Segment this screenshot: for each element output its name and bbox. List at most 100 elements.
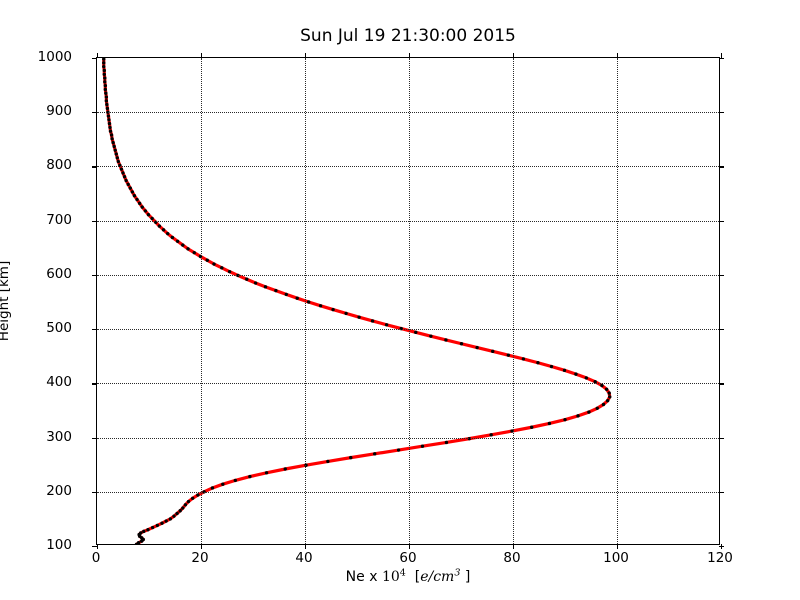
data-point-marker	[429, 334, 433, 338]
gridline-vertical	[513, 58, 514, 544]
data-point-marker	[357, 315, 361, 319]
data-point-marker	[170, 235, 175, 240]
x-axis-tick	[513, 53, 515, 58]
data-point-marker	[536, 361, 540, 365]
y-axis-tick	[92, 112, 97, 114]
y-axis-tick	[719, 58, 724, 60]
y-axis-tick-label: 600	[46, 265, 72, 282]
gridline-horizontal	[97, 437, 719, 439]
data-point-marker	[396, 448, 401, 452]
x-axis-tick-label: 40	[295, 550, 313, 566]
data-point-marker	[150, 525, 155, 530]
data-point-marker	[104, 91, 108, 95]
data-point-marker	[384, 323, 389, 327]
data-point-marker	[190, 496, 195, 500]
data-point-marker	[175, 511, 179, 516]
data-point-marker	[530, 425, 534, 429]
x-axis-tick-label: 0	[91, 550, 101, 566]
data-point-marker	[595, 406, 599, 410]
data-point-marker	[253, 281, 258, 285]
x-axis-tick	[721, 53, 723, 58]
data-point-marker	[274, 288, 278, 293]
data-point-marker	[196, 493, 200, 497]
data-point-marker	[102, 58, 106, 61]
data-point-marker	[143, 209, 148, 213]
y-axis-tick	[719, 112, 724, 114]
x-axis-tick	[617, 53, 619, 58]
page-title: Sun Jul 19 21:30:00 2015	[300, 26, 516, 46]
data-point-marker	[102, 72, 106, 76]
data-point-marker	[175, 239, 180, 243]
y-axis-tick	[719, 166, 724, 168]
gridline-vertical	[305, 58, 306, 544]
data-point-marker	[181, 506, 185, 510]
y-axis-tick-label: 500	[46, 320, 72, 337]
data-point-marker	[264, 471, 269, 475]
data-point-marker	[370, 319, 375, 323]
data-point-marker	[126, 182, 130, 187]
x-axis-tick	[617, 544, 619, 549]
x-axis-unit-close: ]	[464, 569, 471, 585]
data-point-marker	[140, 205, 144, 209]
data-point-marker	[102, 68, 106, 73]
data-point-marker	[108, 125, 112, 130]
gridline-horizontal	[97, 112, 719, 114]
data-point-marker	[137, 201, 142, 206]
data-point-marker	[318, 304, 323, 308]
data-point-marker	[263, 285, 268, 289]
data-point-marker	[155, 523, 160, 528]
x-axis-tick	[97, 544, 99, 549]
y-axis-tick	[719, 491, 724, 493]
y-axis-tick	[92, 546, 97, 548]
data-point-marker	[349, 455, 353, 460]
x-axis-tick	[97, 53, 99, 58]
data-point-marker	[186, 247, 190, 251]
x-axis-tick-label: 60	[399, 550, 417, 566]
y-axis-tick	[92, 274, 97, 277]
data-point-marker	[103, 76, 107, 80]
data-point-marker	[181, 243, 185, 247]
x-axis-tick	[721, 544, 723, 549]
x-axis-title-base: 10	[381, 569, 400, 585]
data-point-marker	[605, 398, 610, 403]
y-axis-tick-label: 100	[46, 537, 72, 553]
data-point-marker	[186, 499, 191, 504]
x-axis-tick-label: 100	[603, 550, 629, 566]
data-point-marker	[168, 517, 173, 521]
data-point-marker	[108, 129, 113, 133]
y-axis-tick	[719, 383, 724, 385]
data-point-marker	[172, 514, 176, 518]
data-point-marker	[113, 148, 117, 152]
data-point-marker	[160, 521, 164, 525]
y-axis-tick-label: 700	[46, 211, 72, 228]
data-point-marker	[102, 61, 106, 65]
x-axis-tick	[305, 53, 307, 58]
data-point-marker	[103, 83, 108, 88]
data-point-marker	[146, 528, 150, 532]
y-axis-tick	[719, 220, 724, 222]
data-point-marker	[584, 376, 589, 380]
data-point-marker	[130, 190, 135, 194]
data-point-marker	[444, 338, 448, 342]
x-axis-unit-exponent: 3	[454, 567, 461, 579]
y-axis-tick	[92, 491, 97, 493]
data-point-marker	[136, 541, 141, 544]
data-point-marker	[563, 417, 567, 422]
y-axis-tick	[92, 329, 97, 331]
data-point-marker	[103, 87, 108, 92]
data-point-marker	[547, 421, 552, 426]
data-point-marker	[109, 133, 114, 137]
data-point-marker	[510, 429, 514, 433]
data-point-marker	[491, 349, 495, 354]
data-point-marker	[102, 64, 106, 69]
x-axis-tick	[409, 53, 411, 58]
x-axis-tick-label: 20	[191, 550, 209, 566]
x-axis-tick	[305, 544, 307, 549]
x-axis-tick	[201, 53, 203, 58]
y-axis-tick-label: 400	[46, 374, 72, 391]
x-axis-unit-slash: /	[428, 569, 434, 585]
data-point-marker	[331, 307, 335, 312]
data-point-marker	[132, 194, 137, 198]
data-point-marker	[124, 178, 128, 183]
